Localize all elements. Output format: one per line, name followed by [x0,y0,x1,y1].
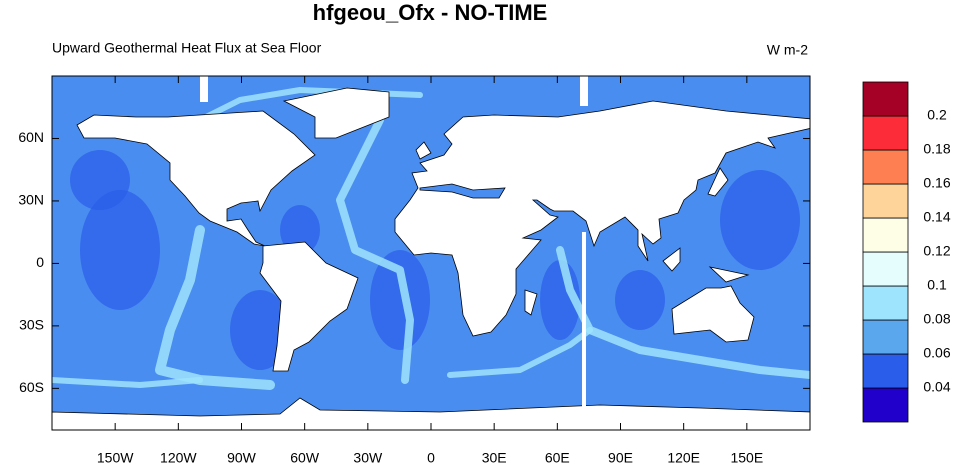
x-tick-label: 90E [608,450,633,466]
new-guinea [708,266,750,283]
x-tick-label: 0 [427,450,435,466]
colorbar-box [862,285,909,321]
madagascar [524,289,538,316]
subtitle: Upward Geothermal Heat Flux at Sea Floor [52,40,322,56]
australia [671,285,755,343]
japan [707,167,729,197]
colorbar-box [862,149,909,185]
y-tick-label: 60S [19,379,44,395]
colorbar-box [862,319,909,355]
missing-data-strip [200,76,208,102]
colorbar-box [862,81,909,117]
colorbar-box [862,115,909,151]
x-tick-label: 150E [730,450,763,466]
greenland [282,87,390,139]
south-america [259,241,359,372]
units: W m-2 [767,42,808,58]
x-tick-label: 120W [160,450,197,466]
colorbar-label: 0.04 [923,379,950,395]
x-tick-label: 60E [545,450,570,466]
north-america [76,110,316,247]
colorbar-label: 0.18 [923,141,950,157]
borneo [662,247,681,272]
colorbar-box [862,251,909,287]
colorbar-label: 0.1 [927,277,947,293]
colorbar-label: 0.12 [923,243,950,259]
colorbar-box [862,183,909,219]
antarctica [52,397,810,430]
mediterranean [419,183,506,199]
colorbar-box [862,353,909,389]
missing-data-strip [582,232,586,410]
y-tick-label: 30N [18,192,44,208]
missing-data-strip [580,76,588,106]
title: hfgeou_Ofx - NO-TIME [313,0,548,25]
colorbar-label: 0.06 [923,345,950,361]
colorbar-label: 0.08 [923,311,950,327]
y-tick-label: 0 [36,254,44,270]
x-tick-label: 90W [227,450,257,466]
x-tick-label: 150W [97,450,134,466]
map [52,76,810,430]
ridges [52,87,810,390]
x-tick-label: 30W [353,450,383,466]
y-tick-label: 30S [19,317,44,333]
x-tick-label: 120E [667,450,700,466]
colorbar-box [862,387,909,423]
colorbar-label: 0.2 [927,107,947,123]
uk [415,141,432,160]
x-tick-label: 60W [290,450,320,466]
colorbar-label: 0.16 [923,175,950,191]
x-tick-label: 30E [482,450,507,466]
colorbar-label: 0.14 [923,209,950,225]
y-tick-label: 60N [18,129,44,145]
eurasia-africa [394,100,810,337]
deep-patches [70,150,800,370]
colorbar-box [862,217,909,253]
